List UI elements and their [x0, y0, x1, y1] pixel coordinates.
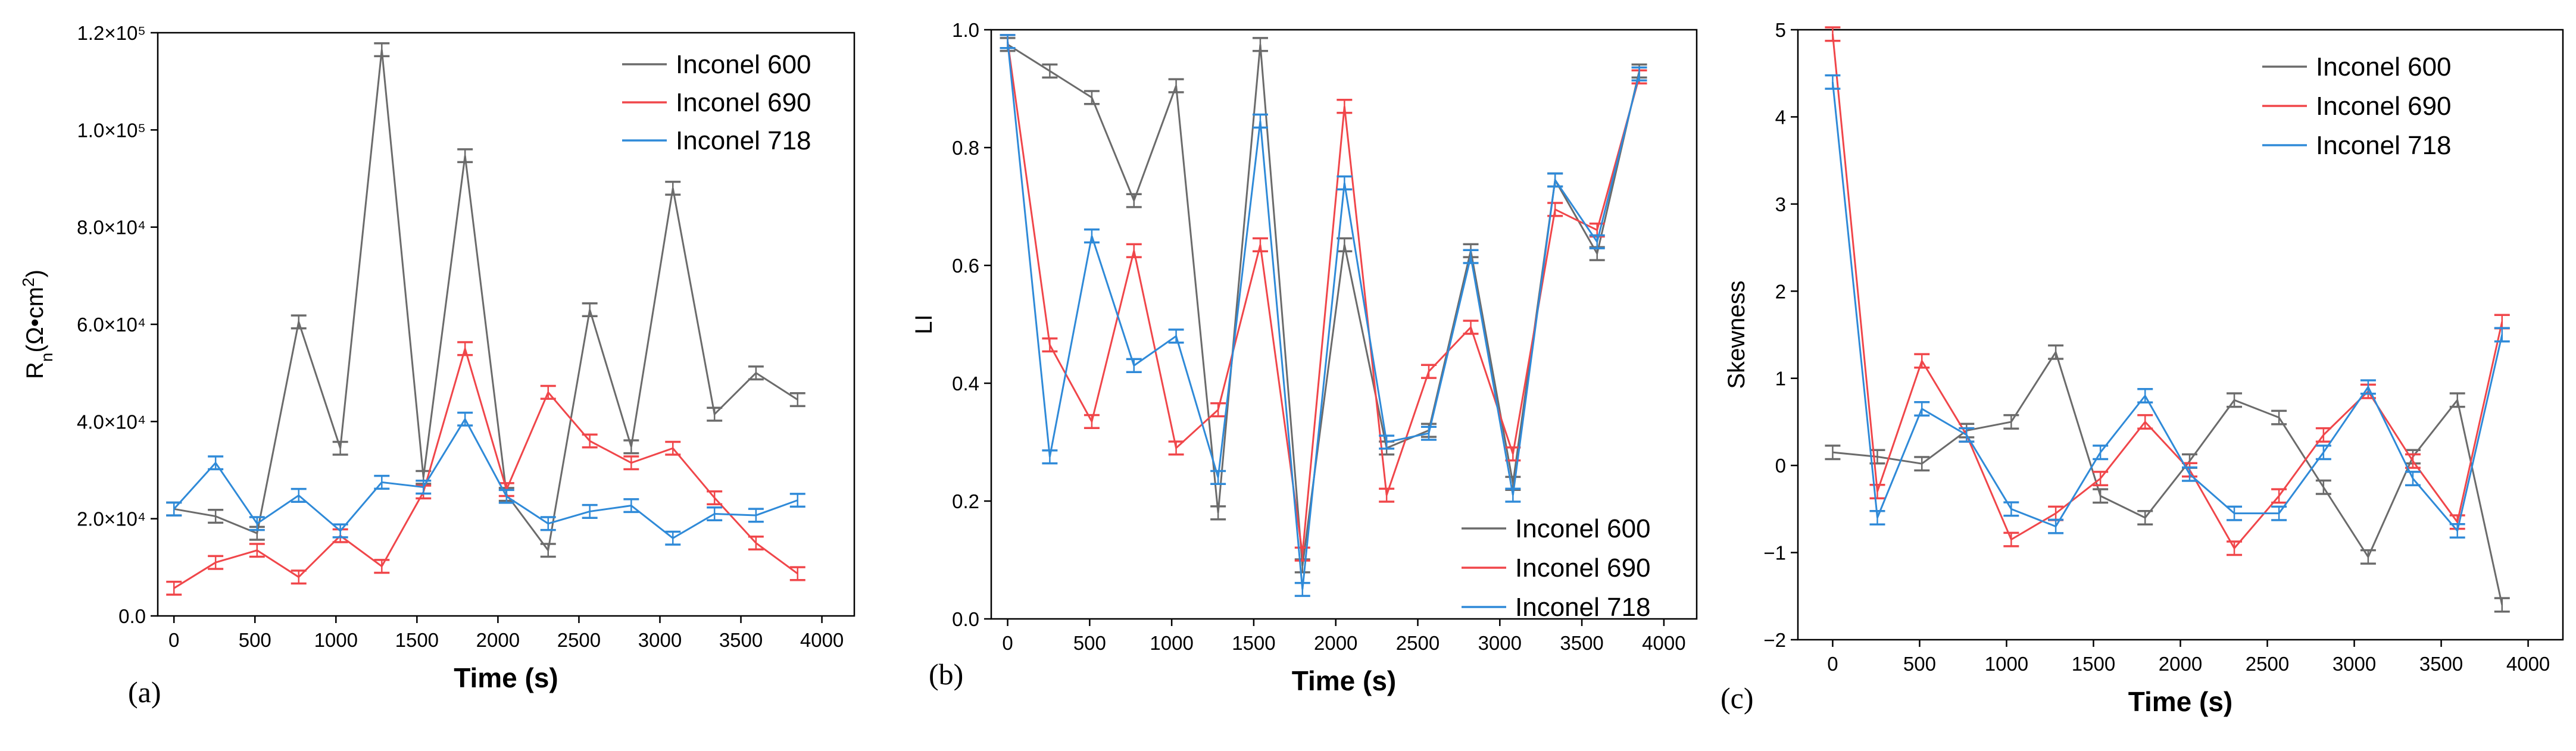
- y-tick-label: 0.8: [952, 137, 979, 159]
- series-line: [1007, 41, 1640, 555]
- y-tick-label: 0.6: [952, 255, 979, 277]
- chart-panel-1: 0 500 1000 1500 2000 2500 3000 3500 4000 0.0 2.0×1…: [19, 22, 855, 709]
- x-tick-label: 3000: [1478, 632, 1522, 654]
- x-tick-label: 4000: [1642, 632, 1685, 654]
- y-tick-label: 6.0×10⁴: [77, 314, 146, 336]
- series-line: [173, 49, 798, 553]
- y-tick-label: 2.0×10⁴: [77, 508, 146, 530]
- x-tick-label: 0: [1002, 632, 1013, 654]
- series-line: [1007, 41, 1641, 590]
- y-tick-label: 2: [1775, 280, 1786, 302]
- legend-label: Inconel 690: [676, 88, 811, 117]
- series-line: [1007, 43, 1641, 567]
- x-tick-label: 2000: [1314, 632, 1357, 654]
- y-axis-label-part: R: [22, 362, 48, 379]
- legend-label: Inconel 600: [676, 50, 811, 79]
- x-tick-label: 4000: [2506, 653, 2550, 675]
- panel-label: (b): [929, 658, 963, 691]
- legend-label: Inconel 600: [1515, 514, 1651, 543]
- panel-label: (a): [128, 675, 161, 709]
- y-tick-label: −1: [1763, 542, 1786, 564]
- y-axis-label: LI: [911, 314, 937, 334]
- y-axis-label: Rn(Ω•cm2): [19, 270, 56, 379]
- y-tick-label: 0: [1775, 455, 1786, 477]
- y-axis-label: Skewness: [1723, 280, 1750, 389]
- x-tick-label: 2000: [2159, 653, 2202, 675]
- y-tick-label: 1: [1775, 368, 1786, 390]
- series-line: [173, 417, 798, 540]
- chart-panel-2: 0 500 1000 1500 2000 2500 3000 3500 4000 0.0 0.2 0.…: [911, 19, 1698, 696]
- y-tick-label: 8.0×10⁴: [77, 217, 146, 239]
- x-tick-label: 0: [1827, 653, 1838, 675]
- plot-frame: [990, 29, 1698, 620]
- y-tick-label: 0.0: [952, 608, 979, 630]
- x-tick-label: 3500: [1560, 632, 1603, 654]
- x-axis-label: Time (s): [454, 662, 558, 693]
- x-tick-label: 1500: [2072, 653, 2115, 675]
- x-tick-label: 1000: [1150, 632, 1193, 654]
- x-tick-label: 2500: [557, 629, 601, 651]
- x-tick-label: 3500: [719, 629, 763, 651]
- y-axis-label-part: 2: [19, 277, 38, 287]
- legend-label: Inconel 690: [1515, 553, 1651, 583]
- x-tick-label: 500: [239, 629, 271, 651]
- legend-label: Inconel 690: [2316, 92, 2452, 121]
- x-tick-label: 3000: [638, 629, 682, 651]
- y-axis-label-part: n: [38, 352, 56, 362]
- y-tick-label: 1.0×10⁵: [77, 119, 146, 141]
- y-tick-label: 3: [1775, 193, 1786, 215]
- legend-label: Inconel 718: [2316, 131, 2452, 160]
- x-axis-label: Time (s): [1292, 665, 1397, 696]
- plot-frame: [157, 32, 855, 617]
- x-tick-label: 1500: [395, 629, 439, 651]
- legend-label: Inconel 718: [1515, 593, 1651, 622]
- x-tick-label: 500: [1073, 632, 1106, 654]
- x-tick-label: 4000: [800, 629, 844, 651]
- legend-label: Inconel 600: [2316, 52, 2452, 82]
- x-tick-label: 3500: [2419, 653, 2463, 675]
- y-tick-label: 4.0×10⁴: [77, 411, 146, 433]
- x-tick-label: 2000: [476, 629, 520, 651]
- legend-label: Inconel 718: [676, 126, 811, 155]
- x-tick-label: 2500: [2246, 653, 2289, 675]
- x-tick-label: 1000: [1985, 653, 2028, 675]
- x-tick-label: 500: [1903, 653, 1936, 675]
- y-tick-label: 1.0: [952, 19, 979, 41]
- plot-frame: [1797, 29, 2564, 641]
- panel-label: (c): [1721, 681, 1754, 715]
- x-tick-label: 1000: [314, 629, 358, 651]
- y-tick-label: −2: [1763, 629, 1786, 651]
- y-tick-label: 5: [1775, 19, 1786, 41]
- x-tick-label: 2500: [1396, 632, 1440, 654]
- y-tick-label: 0.0: [118, 605, 146, 627]
- x-tick-label: 0: [168, 629, 179, 651]
- y-axis-label-part: (Ω•cm: [22, 287, 48, 353]
- y-tick-label: 0.2: [952, 490, 979, 512]
- series-line: [173, 345, 798, 589]
- y-axis-label-part: ): [22, 270, 48, 277]
- x-axis-label: Time (s): [2128, 686, 2233, 717]
- y-tick-label: 1.2×10⁵: [77, 22, 146, 44]
- series-line: [1831, 82, 2503, 533]
- y-tick-label: 0.4: [952, 373, 979, 395]
- series-line: [1832, 350, 2503, 605]
- chart-panel-3: 0 500 1000 1500 2000 2500 3000 3500 4000 −2 −1 0 1 2 3…: [1721, 19, 2564, 717]
- x-tick-label: 3000: [2333, 653, 2376, 675]
- series-line: [1831, 34, 2503, 550]
- y-tick-label: 4: [1775, 106, 1786, 128]
- x-tick-label: 1500: [1232, 632, 1275, 654]
